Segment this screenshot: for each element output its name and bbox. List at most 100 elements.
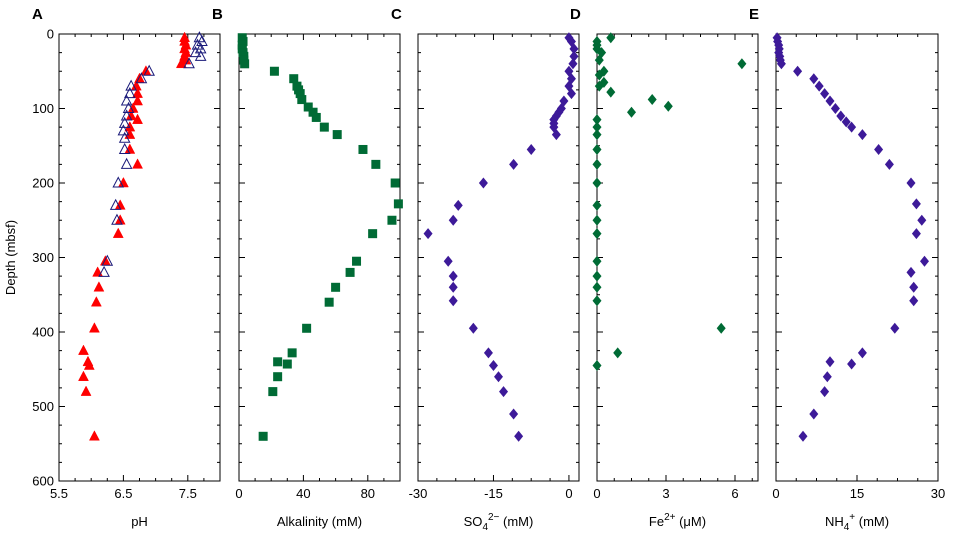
data-point [311,112,321,122]
plot-frame [417,33,580,482]
data-point [906,177,916,189]
data-point [468,322,478,334]
data-point [906,266,916,278]
data-point [825,95,835,107]
y-tick-label: 100 [32,101,54,116]
x-tick-label: 5.5 [50,486,68,501]
data-point [132,158,143,169]
x-tick-label: -15 [484,486,503,501]
plot-frame [775,33,939,482]
data-point [258,431,268,441]
data-point [83,359,95,370]
data-point [135,72,148,84]
data-point [324,297,334,307]
data-point [594,69,604,81]
data-point [483,347,493,359]
x-tick-label: 80 [361,486,375,501]
data-point [189,46,202,58]
x-axis-title: pH [131,514,148,529]
data-point [909,281,919,293]
data-point [109,198,122,210]
data-point [273,357,283,367]
data-point [120,94,133,106]
data-point [551,129,561,141]
data-point [124,143,136,154]
data-point [592,177,602,189]
data-point [592,255,602,267]
y-tick-label: 300 [32,250,54,265]
data-point [884,158,894,170]
x-tick-label: 30 [931,486,945,501]
data-point [448,281,458,293]
data-point [268,387,278,397]
plot-frame [238,33,401,482]
data-point [78,344,89,355]
data-point [592,158,602,170]
data-point [112,227,124,238]
data-point [847,358,857,370]
data-point [509,158,519,170]
data-point [98,265,110,277]
data-point [478,177,488,189]
x-tick-label: 15 [850,486,864,501]
series-filled-diamond [423,32,579,442]
data-point [345,267,355,277]
x-tick-label: -30 [409,486,428,501]
data-point [303,102,313,112]
data-point [857,347,867,359]
data-point [822,371,832,383]
data-point [423,228,433,240]
x-tick-label: 6.5 [114,486,132,501]
data-point [120,109,133,121]
data-point [93,281,105,292]
data-point [332,130,342,140]
data-point [890,322,900,334]
x-axis-title: Alkalinity (mM) [277,514,362,529]
x-axis-title: SO42− (mM) [464,512,534,533]
series-filled-triangle [78,31,192,441]
data-point [194,49,207,61]
data-point [194,42,207,54]
data-point [393,199,403,209]
data-point [89,430,100,441]
data-point [117,176,129,188]
data-point [798,430,808,442]
data-point [592,228,602,240]
panel-c: C -30 -15 0 SO42− (mM) [391,6,580,533]
data-point [776,58,786,70]
data-point [368,229,378,239]
y-axis-label: Depth (mbsf) [3,220,18,295]
data-point [814,80,824,92]
data-point [132,113,143,124]
data-point [836,110,846,122]
data-point [592,295,602,307]
data-point [592,199,602,211]
data-point [874,143,884,155]
data-point [183,57,195,69]
data-point [453,199,463,211]
data-point [120,157,133,169]
data-point [825,356,835,368]
x-axis-title: Fe2+ (μM) [649,512,706,529]
panel-e: E 0 15 30 NH4+ (mM) [749,6,945,533]
data-point [647,94,657,106]
data-point [240,59,250,69]
series-filled-diamond [592,32,747,372]
data-point [99,255,111,266]
y-tick-label: 500 [32,399,54,414]
data-point [917,214,927,226]
series-filled-square [237,33,403,441]
x-tick-label: 3 [662,486,669,501]
data-point [592,129,602,141]
data-point [112,176,125,188]
data-point [78,370,89,381]
data-point [352,256,362,266]
data-point [273,372,283,382]
x-tick-label: 0 [565,486,572,501]
data-point [809,73,819,85]
data-point [89,322,100,333]
data-point [920,255,929,267]
